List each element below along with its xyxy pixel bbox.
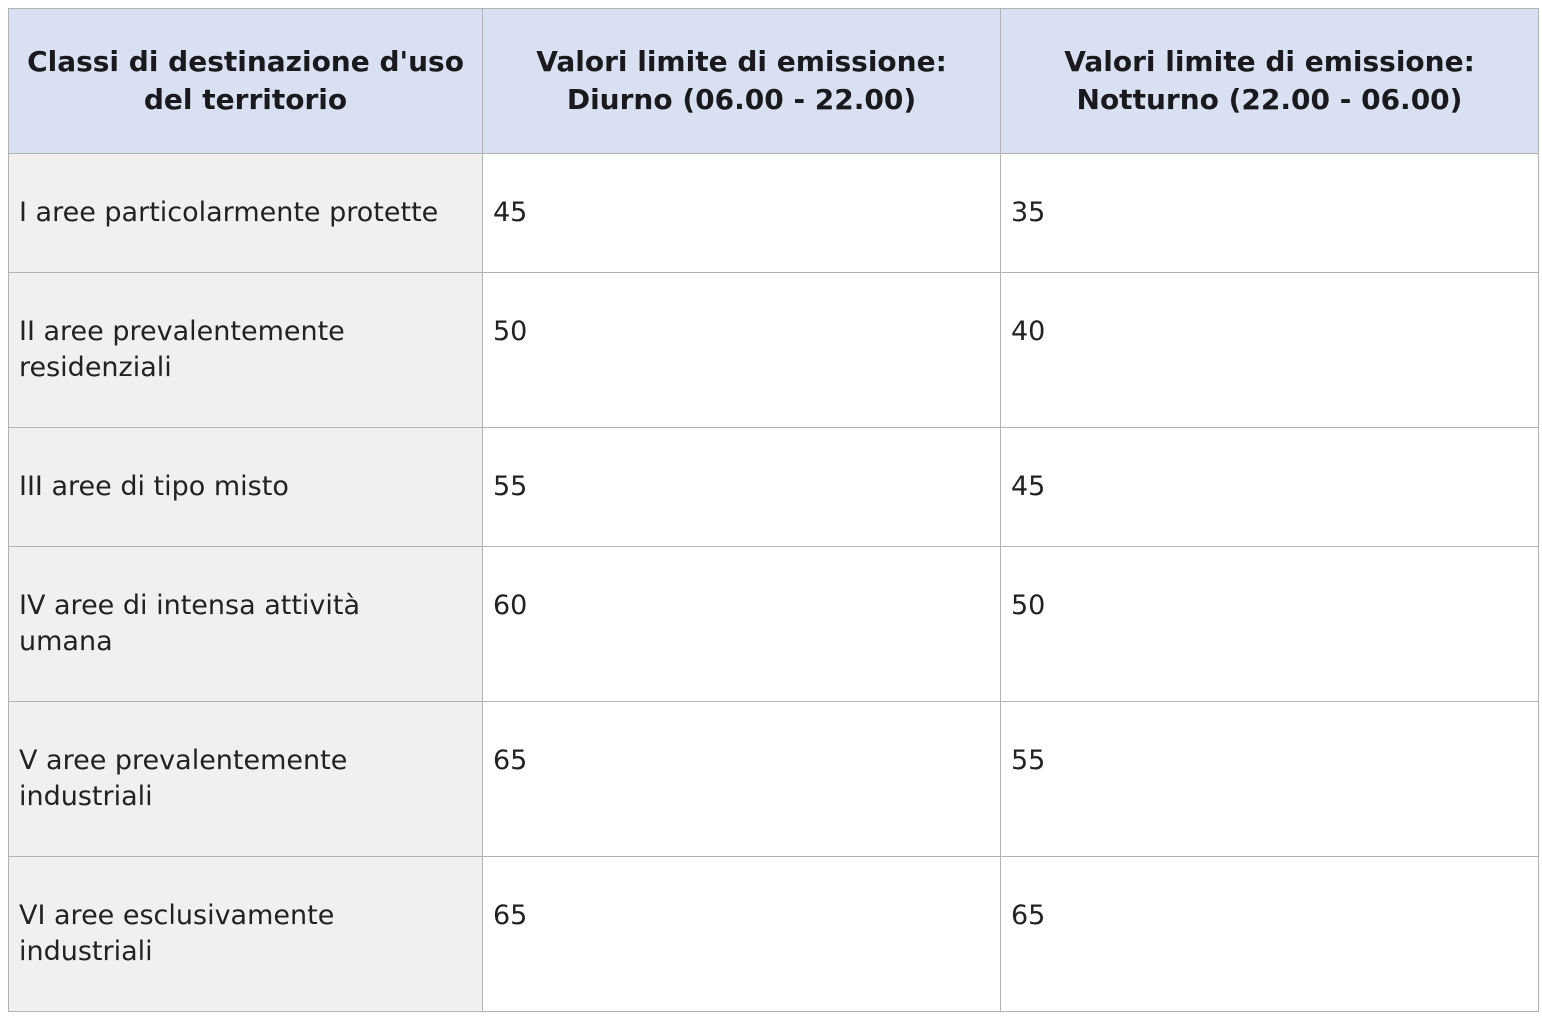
table-header: Classi di destinazione d'uso del territo… bbox=[8, 8, 1539, 154]
diurno-value-cell: 55 bbox=[482, 427, 1001, 547]
class-label-cell: I aree particolarmente protette bbox=[8, 153, 483, 273]
col-header-notturno: Valori limite di emissione: Notturno (22… bbox=[1000, 8, 1539, 154]
header-row: Classi di destinazione d'uso del territo… bbox=[8, 8, 1539, 154]
diurno-value-cell: 65 bbox=[482, 701, 1001, 857]
class-label-cell: VI aree esclusivamente industriali bbox=[8, 856, 483, 1012]
diurno-value-cell: 45 bbox=[482, 153, 1001, 273]
notturno-value-cell: 65 bbox=[1000, 856, 1539, 1012]
notturno-value-cell: 40 bbox=[1000, 272, 1539, 428]
class-label-cell: III aree di tipo misto bbox=[8, 427, 483, 547]
diurno-value-cell: 60 bbox=[482, 546, 1001, 702]
notturno-value-cell: 50 bbox=[1000, 546, 1539, 702]
class-label-cell: V aree prevalentemente industriali bbox=[8, 701, 483, 857]
noise-emission-limits-table: Classi di destinazione d'uso del territo… bbox=[8, 8, 1539, 1012]
notturno-value-cell: 35 bbox=[1000, 153, 1539, 273]
table-row: II aree prevalentemente residenziali 50 40 bbox=[8, 272, 1539, 428]
notturno-value-cell: 55 bbox=[1000, 701, 1539, 857]
diurno-value-cell: 65 bbox=[482, 856, 1001, 1012]
table-row: I aree particolarmente protette 45 35 bbox=[8, 153, 1539, 273]
table-row: V aree prevalentemente industriali 65 55 bbox=[8, 701, 1539, 857]
class-label-cell: IV aree di intensa attività umana bbox=[8, 546, 483, 702]
table-body: I aree particolarmente protette 45 35 II ar… bbox=[8, 153, 1539, 1012]
class-label-cell: II aree prevalentemente residenziali bbox=[8, 272, 483, 428]
col-header-classi: Classi di destinazione d'uso del territo… bbox=[8, 8, 483, 154]
col-header-diurno: Valori limite di emissione: Diurno (06.0… bbox=[482, 8, 1001, 154]
table-row: IV aree di intensa attività umana 60 50 bbox=[8, 546, 1539, 702]
table-row: VI aree esclusivamente industriali 65 65 bbox=[8, 856, 1539, 1012]
diurno-value-cell: 50 bbox=[482, 272, 1001, 428]
table-row: III aree di tipo misto 55 45 bbox=[8, 427, 1539, 547]
notturno-value-cell: 45 bbox=[1000, 427, 1539, 547]
